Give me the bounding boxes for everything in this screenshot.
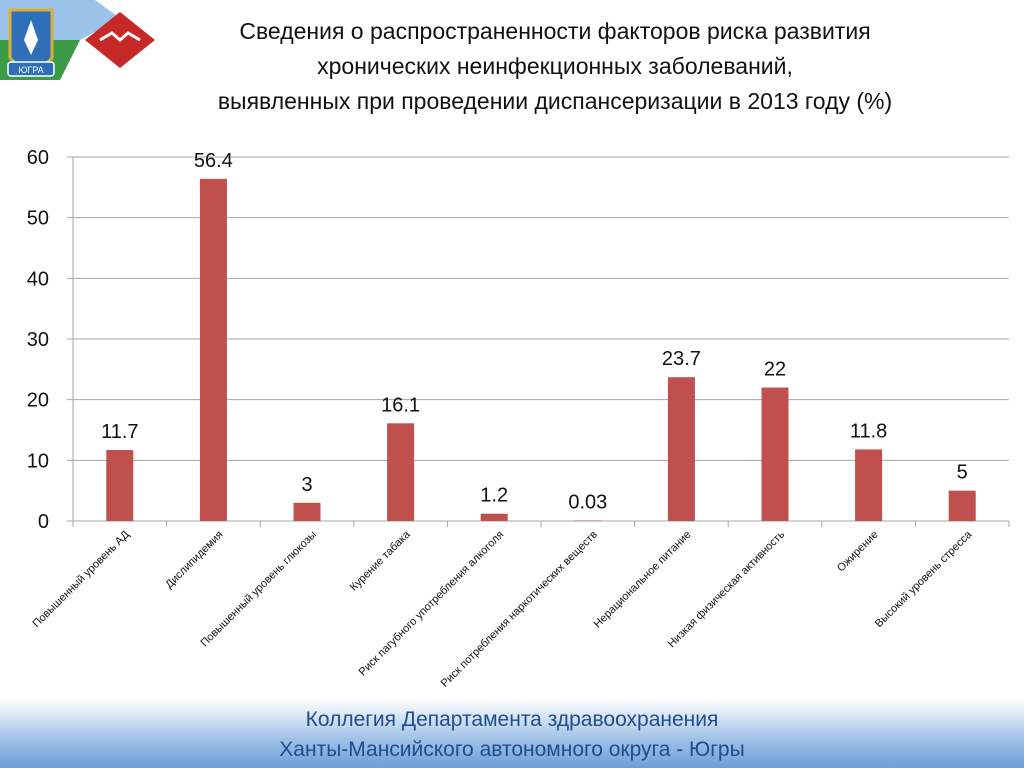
y-tick-label-5: 50 (27, 208, 49, 230)
data-label-6: 23.7 (662, 348, 701, 370)
chart-bars (106, 178, 976, 521)
bar-3 (387, 423, 415, 521)
data-label-5: 0.03 (568, 492, 607, 514)
chart-title-line-1: Сведения о распространенности факторов р… (239, 18, 871, 44)
chart-title: Сведения о распространенности факторов р… (120, 14, 990, 119)
data-label-4: 1.2 (480, 485, 508, 507)
x-axis-label-4: Риск пагубного употребления алкоголя (357, 529, 507, 679)
x-axis-labels: Повышенный уровень АД ДислипидемияПовышен… (30, 528, 974, 690)
y-tick-label-0: 0 (38, 511, 49, 533)
x-axis-label-1: Дислипидемия (163, 529, 225, 591)
bar-0 (106, 450, 134, 521)
footer-line-2: Ханты-Мансийского автономного округа - Ю… (279, 738, 745, 761)
bar-5 (574, 520, 602, 521)
x-axis-label-5: Риск потребления наркотических веществ (439, 529, 600, 690)
emblem-badge-text: ЮГРА (18, 65, 43, 75)
x-axis-label-3: Курение табака (348, 528, 414, 594)
y-tick-label-1: 10 (27, 450, 49, 472)
bar-2 (293, 502, 321, 521)
data-label-3: 16.1 (381, 394, 420, 416)
data-label-8: 11.8 (850, 420, 887, 442)
y-tick-label-6: 60 (27, 147, 49, 169)
bar-1 (199, 178, 227, 521)
coat-of-arms-bird-icon (24, 20, 38, 55)
bar-8 (855, 449, 883, 521)
x-axis-label-2: Повышенный уровень глюкозы (198, 529, 319, 650)
bar-7 (761, 387, 789, 521)
y-tick-label-4: 40 (27, 268, 49, 290)
x-axis-label-9: Высокий уровень стресса (873, 528, 975, 630)
x-axis-label-8: Ожирение (835, 529, 881, 575)
y-tick-label-2: 20 (27, 390, 49, 412)
bar-chart: 0 10 20 30 40 50 60 11.7 56.4 3 16.1 1.2 0.03 23.7 22… (27, 147, 1010, 690)
bar-9 (948, 490, 976, 521)
x-axis-label-0: Повышенный уровень АД (30, 528, 132, 630)
y-tick-label-3: 30 (27, 329, 49, 351)
data-label-2: 3 (301, 474, 312, 496)
data-label-9: 5 (957, 462, 968, 484)
chart-title-line-3: выявленных при проведении диспансеризаци… (217, 88, 893, 114)
bar-6 (667, 377, 695, 521)
data-label-7: 22 (764, 359, 786, 381)
chart-title-line-2: хронических неинфекционных заболеваний, (317, 53, 793, 79)
data-label-1: 56.4 (194, 150, 233, 172)
emblem-badge (7, 61, 55, 77)
y-axis-ticks: 0 10 20 30 40 50 60 (27, 147, 49, 533)
x-axis-label-6: Нерациональное питание (592, 529, 694, 631)
footer-band: Коллегия Департамента здравоохранения Ха… (0, 698, 1024, 768)
region-emblem-logo: ЮГРА (0, 0, 155, 80)
footer-line-1: Коллегия Департамента здравоохранения (305, 708, 719, 731)
data-labels: 11.7 56.4 3 16.1 1.2 0.03 23.7 22 11.8 5 (101, 150, 968, 514)
bar-4 (480, 513, 508, 521)
data-label-0: 11.7 (101, 421, 138, 443)
ornament-icon (99, 31, 141, 42)
